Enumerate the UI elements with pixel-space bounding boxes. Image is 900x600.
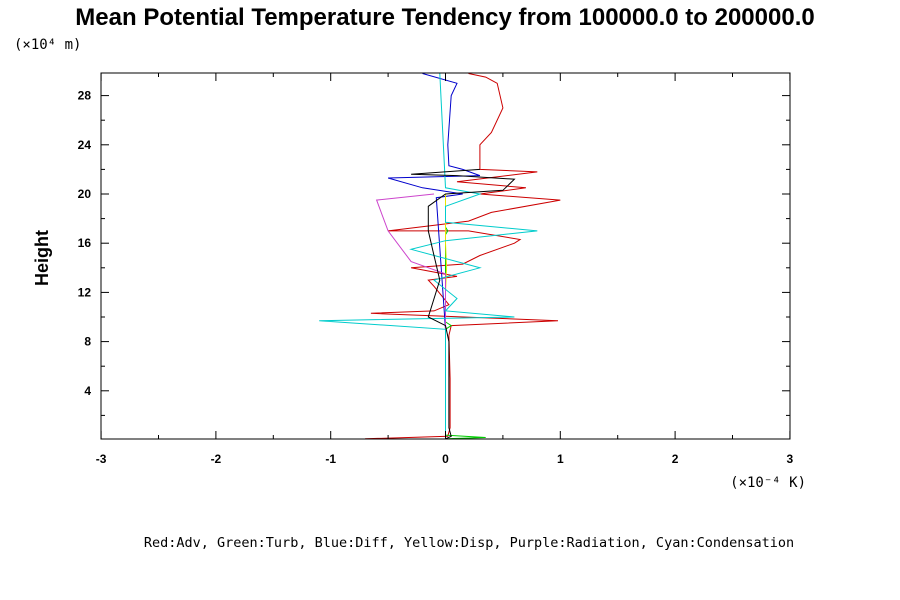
y-tick-label: 24 [78, 138, 92, 152]
series-line-adv [365, 73, 561, 440]
y-axis-title: Height [32, 230, 52, 286]
x-tick-label: 3 [787, 452, 794, 466]
y-tick-label: 12 [78, 285, 92, 299]
x-unit-label: (×10⁻⁴ K) [730, 475, 806, 491]
y-tick-label: 28 [78, 89, 92, 103]
y-tick-label: 20 [78, 187, 92, 201]
series-line-radiation [375, 193, 446, 439]
legend-text: Red:Adv, Green:Turb, Blue:Diff, Yellow:D… [144, 535, 794, 551]
x-tick-label: -2 [211, 452, 222, 466]
series-line-total [411, 168, 516, 440]
plot-lines [319, 73, 561, 440]
y-tick-label: 8 [84, 335, 91, 349]
y-unit-label: (×10⁴ m) [14, 37, 81, 53]
x-tick-label: 2 [672, 452, 679, 466]
series-line-diff [387, 73, 481, 439]
x-tick-label: 0 [442, 452, 449, 466]
x-tick-label: -3 [96, 452, 107, 466]
series-line-condensation [319, 73, 538, 439]
y-tick-label: 16 [78, 236, 92, 250]
y-tick-label: 4 [84, 384, 91, 398]
chart-title: Mean Potential Temperature Tendency from… [75, 4, 814, 31]
x-tick-label: -1 [325, 452, 336, 466]
x-tick-label: 1 [557, 452, 564, 466]
series-line-turb [445, 194, 486, 440]
